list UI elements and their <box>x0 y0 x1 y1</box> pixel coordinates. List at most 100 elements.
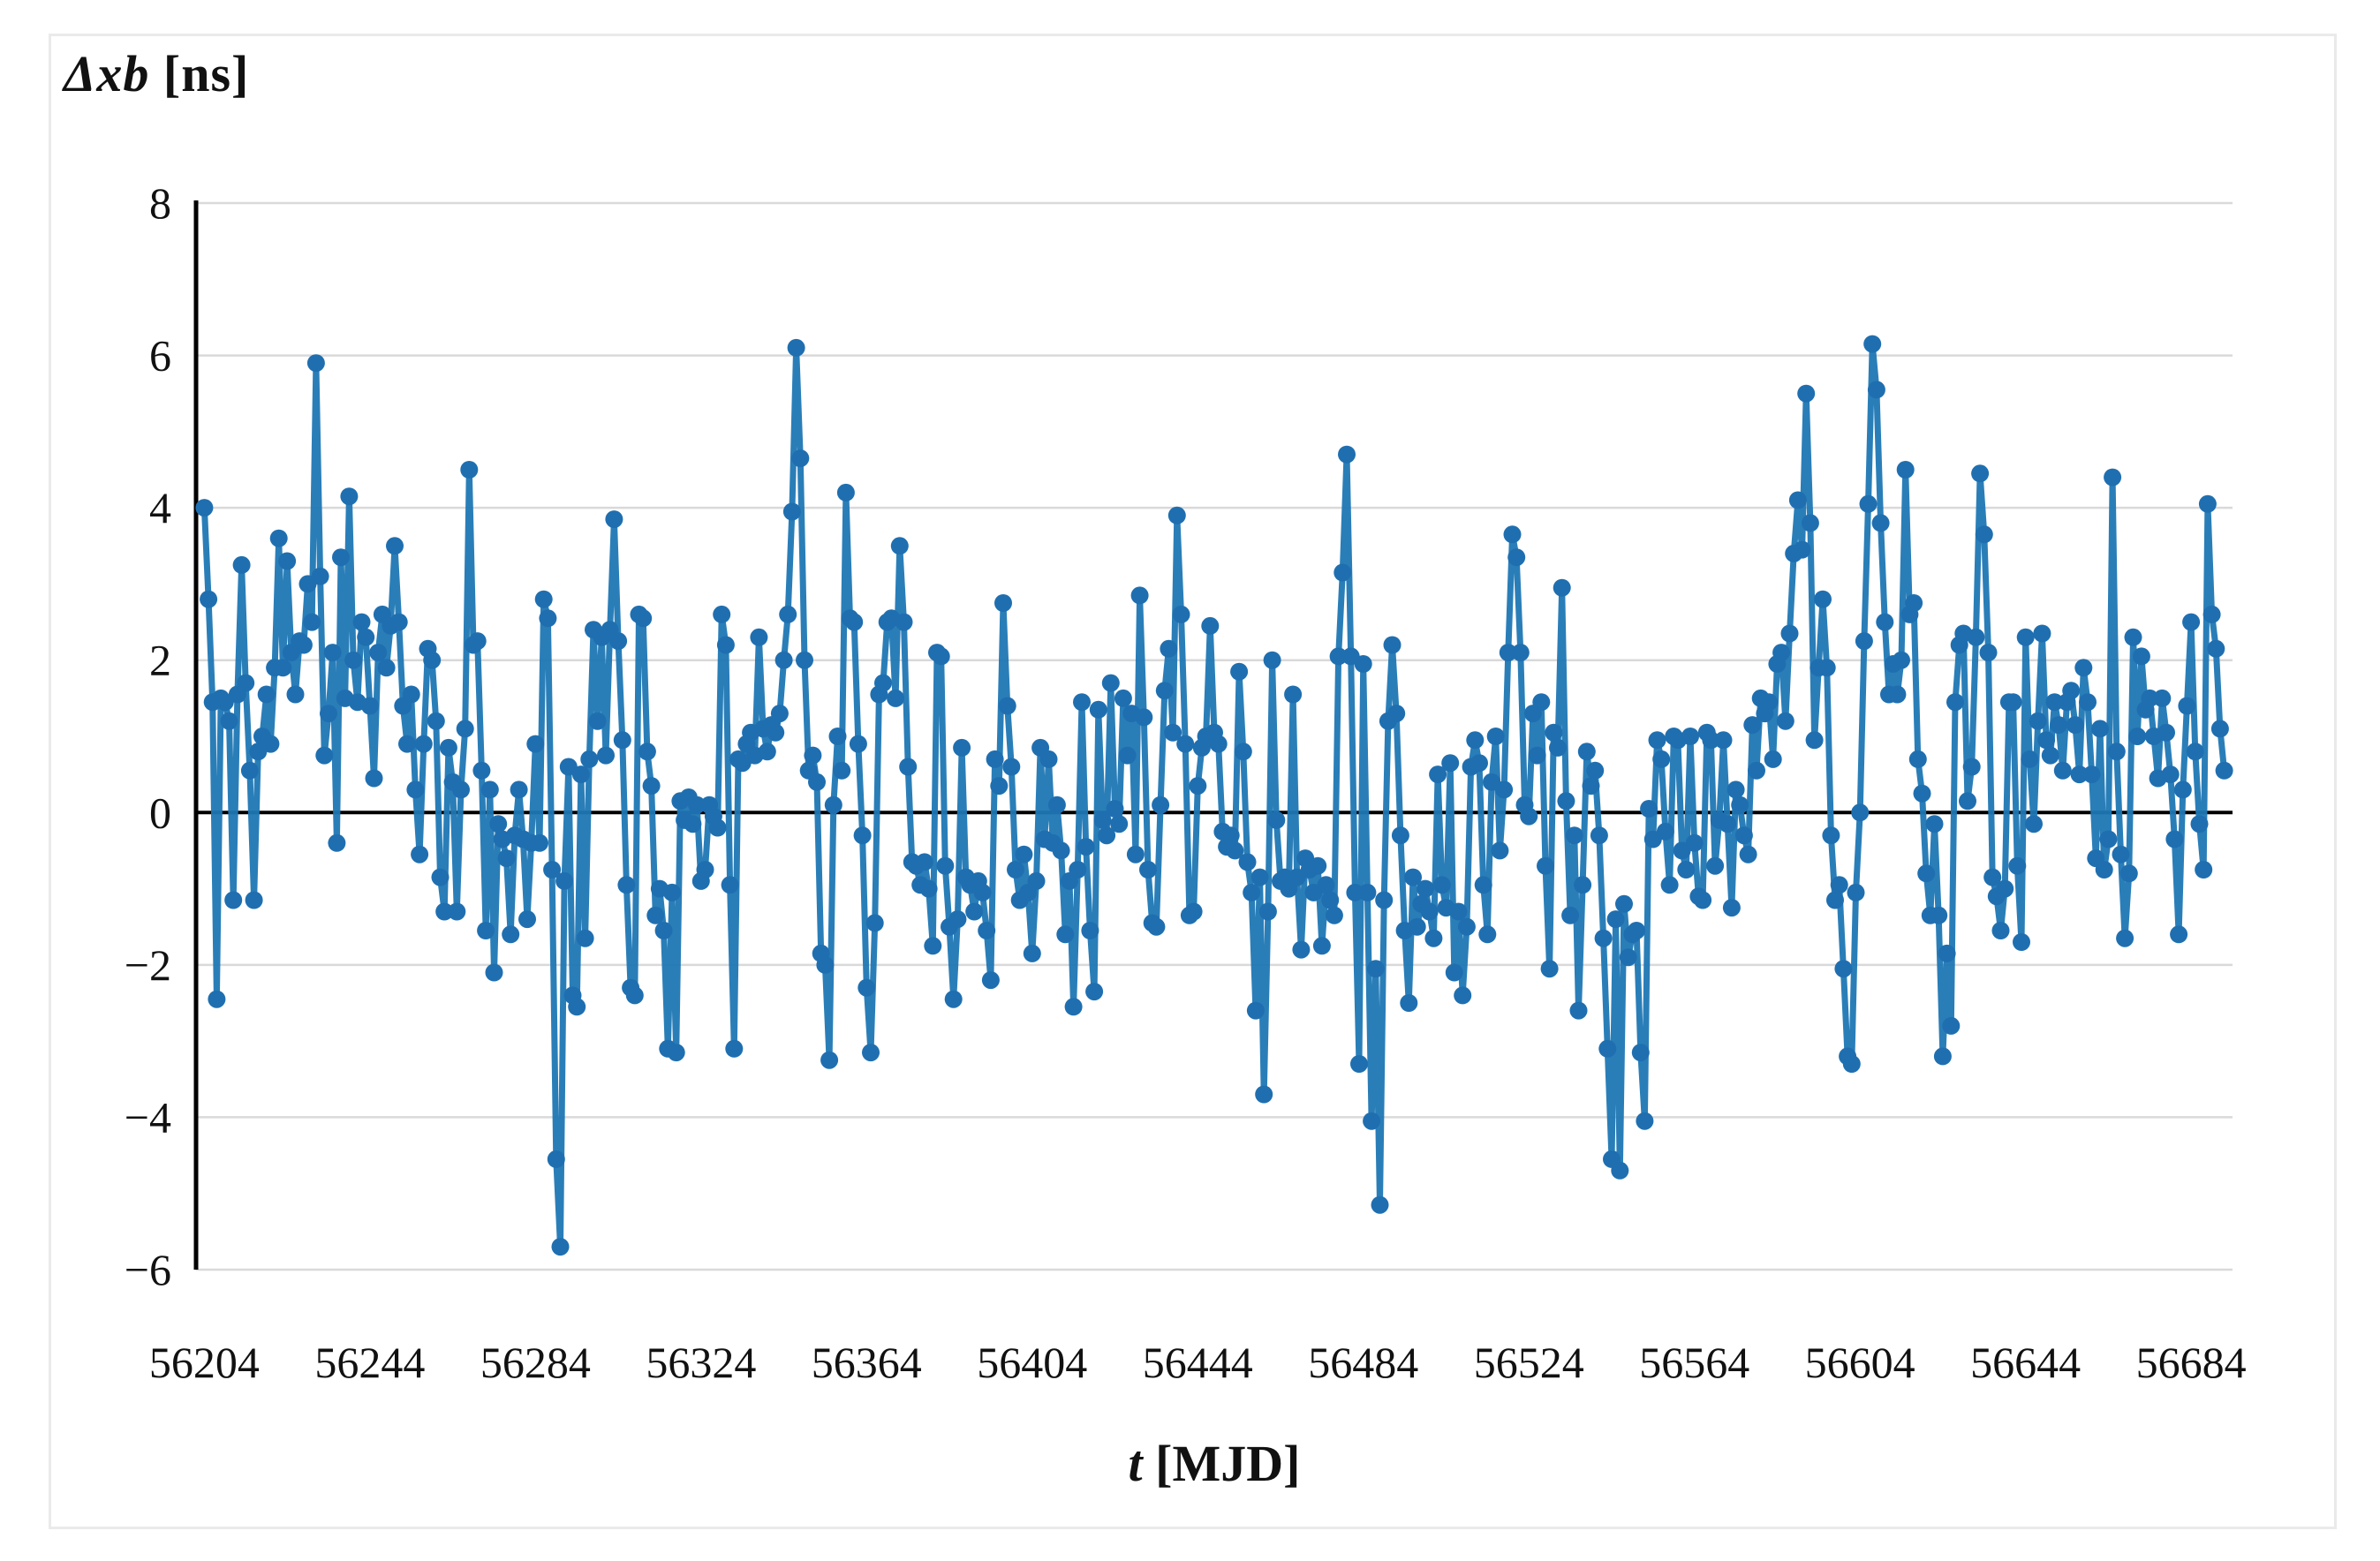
data-point-marker <box>489 815 508 833</box>
data-point-marker <box>1876 613 1894 631</box>
x-tick-label: 56484 <box>1308 1338 1418 1387</box>
data-point-marker <box>1334 563 1352 582</box>
data-point-marker <box>708 818 727 837</box>
data-point-marker <box>1719 815 1737 833</box>
data-point-marker <box>1023 944 1041 962</box>
x-axis-title-symbol: t <box>1128 1435 1143 1492</box>
data-point-marker <box>1979 644 1998 662</box>
data-point-marker <box>452 780 470 799</box>
data-point-marker <box>1714 731 1733 750</box>
data-point-marker <box>1598 1039 1617 1058</box>
data-point-marker <box>1408 917 1426 936</box>
data-point-marker <box>808 773 826 791</box>
data-point-marker <box>1590 826 1608 845</box>
data-point-marker <box>1457 917 1476 936</box>
data-point-marker <box>613 731 631 750</box>
data-point-marker <box>932 647 950 666</box>
data-point-marker <box>1660 876 1679 894</box>
data-point-marker <box>485 963 503 982</box>
data-point-marker <box>360 697 379 715</box>
data-point-marker <box>1553 578 1571 597</box>
data-point-marker <box>1383 636 1402 654</box>
data-point-marker <box>257 685 276 704</box>
data-point-marker <box>1234 743 1252 761</box>
data-point-marker <box>1155 682 1174 700</box>
data-point-marker <box>1788 491 1807 509</box>
data-point-marker <box>551 1238 570 1256</box>
data-point-marker <box>1975 525 1993 544</box>
data-point-marker <box>1938 944 1956 962</box>
data-point-marker <box>2037 731 2056 750</box>
data-point-marker <box>2112 845 2130 863</box>
data-point-marker <box>1648 731 1666 750</box>
data-point-marker <box>2079 693 2097 712</box>
data-point-marker <box>1047 796 1066 814</box>
data-point-marker <box>1363 1112 1381 1130</box>
data-point-marker <box>1209 735 1228 753</box>
data-point-marker <box>539 609 557 628</box>
data-point-marker <box>195 499 214 517</box>
data-point-marker <box>1118 746 1137 765</box>
x-axis-title: t [MJD] <box>1129 1434 1301 1493</box>
data-point-marker <box>787 338 805 357</box>
data-point-marker <box>1631 1044 1650 1062</box>
data-point-marker <box>1201 616 1220 635</box>
data-point-marker <box>1284 685 1303 704</box>
data-point-marker <box>1734 826 1753 845</box>
data-point-marker <box>1983 868 2002 886</box>
data-point-marker <box>1507 548 1526 567</box>
data-point-marker <box>1478 925 1497 944</box>
data-point-marker <box>365 769 383 788</box>
data-point-marker <box>1793 540 1811 559</box>
data-point-marker <box>890 537 909 555</box>
data-point-marker <box>1350 1055 1368 1073</box>
data-point-marker <box>1085 983 1104 1001</box>
data-point-marker <box>2062 682 2081 700</box>
data-point-marker <box>1628 922 1646 939</box>
data-point-marker <box>439 738 457 757</box>
data-point-marker <box>1577 743 1596 761</box>
data-point-marker <box>1797 384 1816 403</box>
data-point-marker <box>534 590 553 608</box>
data-point-marker <box>1930 906 1948 924</box>
data-point-marker <box>1681 728 1699 745</box>
data-point-marker <box>1432 876 1451 894</box>
data-point-marker <box>716 636 735 654</box>
data-point-marker <box>845 613 864 631</box>
data-point-marker <box>480 780 499 799</box>
data-point-marker <box>237 674 255 692</box>
data-point-marker <box>1971 464 1990 483</box>
data-point-marker <box>232 555 251 574</box>
data-point-marker <box>2141 689 2159 707</box>
data-point-marker <box>953 738 971 757</box>
data-point-marker <box>1574 876 1592 894</box>
data-point-marker <box>460 461 479 479</box>
data-point-marker <box>2190 815 2209 833</box>
data-point-marker <box>1338 445 1356 464</box>
data-point-marker <box>588 712 607 730</box>
data-point-marker <box>306 354 325 373</box>
data-point-marker <box>617 876 636 894</box>
data-point-marker <box>804 746 822 765</box>
data-point-marker <box>2082 765 2101 784</box>
data-point-marker <box>1246 1001 1265 1020</box>
data-point-marker <box>936 856 955 875</box>
data-point-marker <box>1267 811 1286 829</box>
data-point-marker <box>547 1150 565 1168</box>
data-point-marker <box>1905 594 1923 612</box>
data-point-marker <box>1329 647 1348 666</box>
data-point-marker <box>782 502 801 521</box>
data-point-marker <box>303 613 321 631</box>
data-point-marker <box>208 990 226 1008</box>
data-point-marker <box>1321 891 1340 909</box>
data-point-marker <box>1366 960 1385 978</box>
data-point-marker <box>1495 780 1514 799</box>
data-point-marker <box>998 697 1016 715</box>
data-point-marker <box>1258 902 1277 921</box>
data-point-marker <box>323 644 342 662</box>
data-point-marker <box>2099 830 2118 848</box>
data-point-marker <box>1594 929 1613 947</box>
data-point-marker <box>1582 777 1600 796</box>
data-point-marker <box>1424 929 1443 947</box>
